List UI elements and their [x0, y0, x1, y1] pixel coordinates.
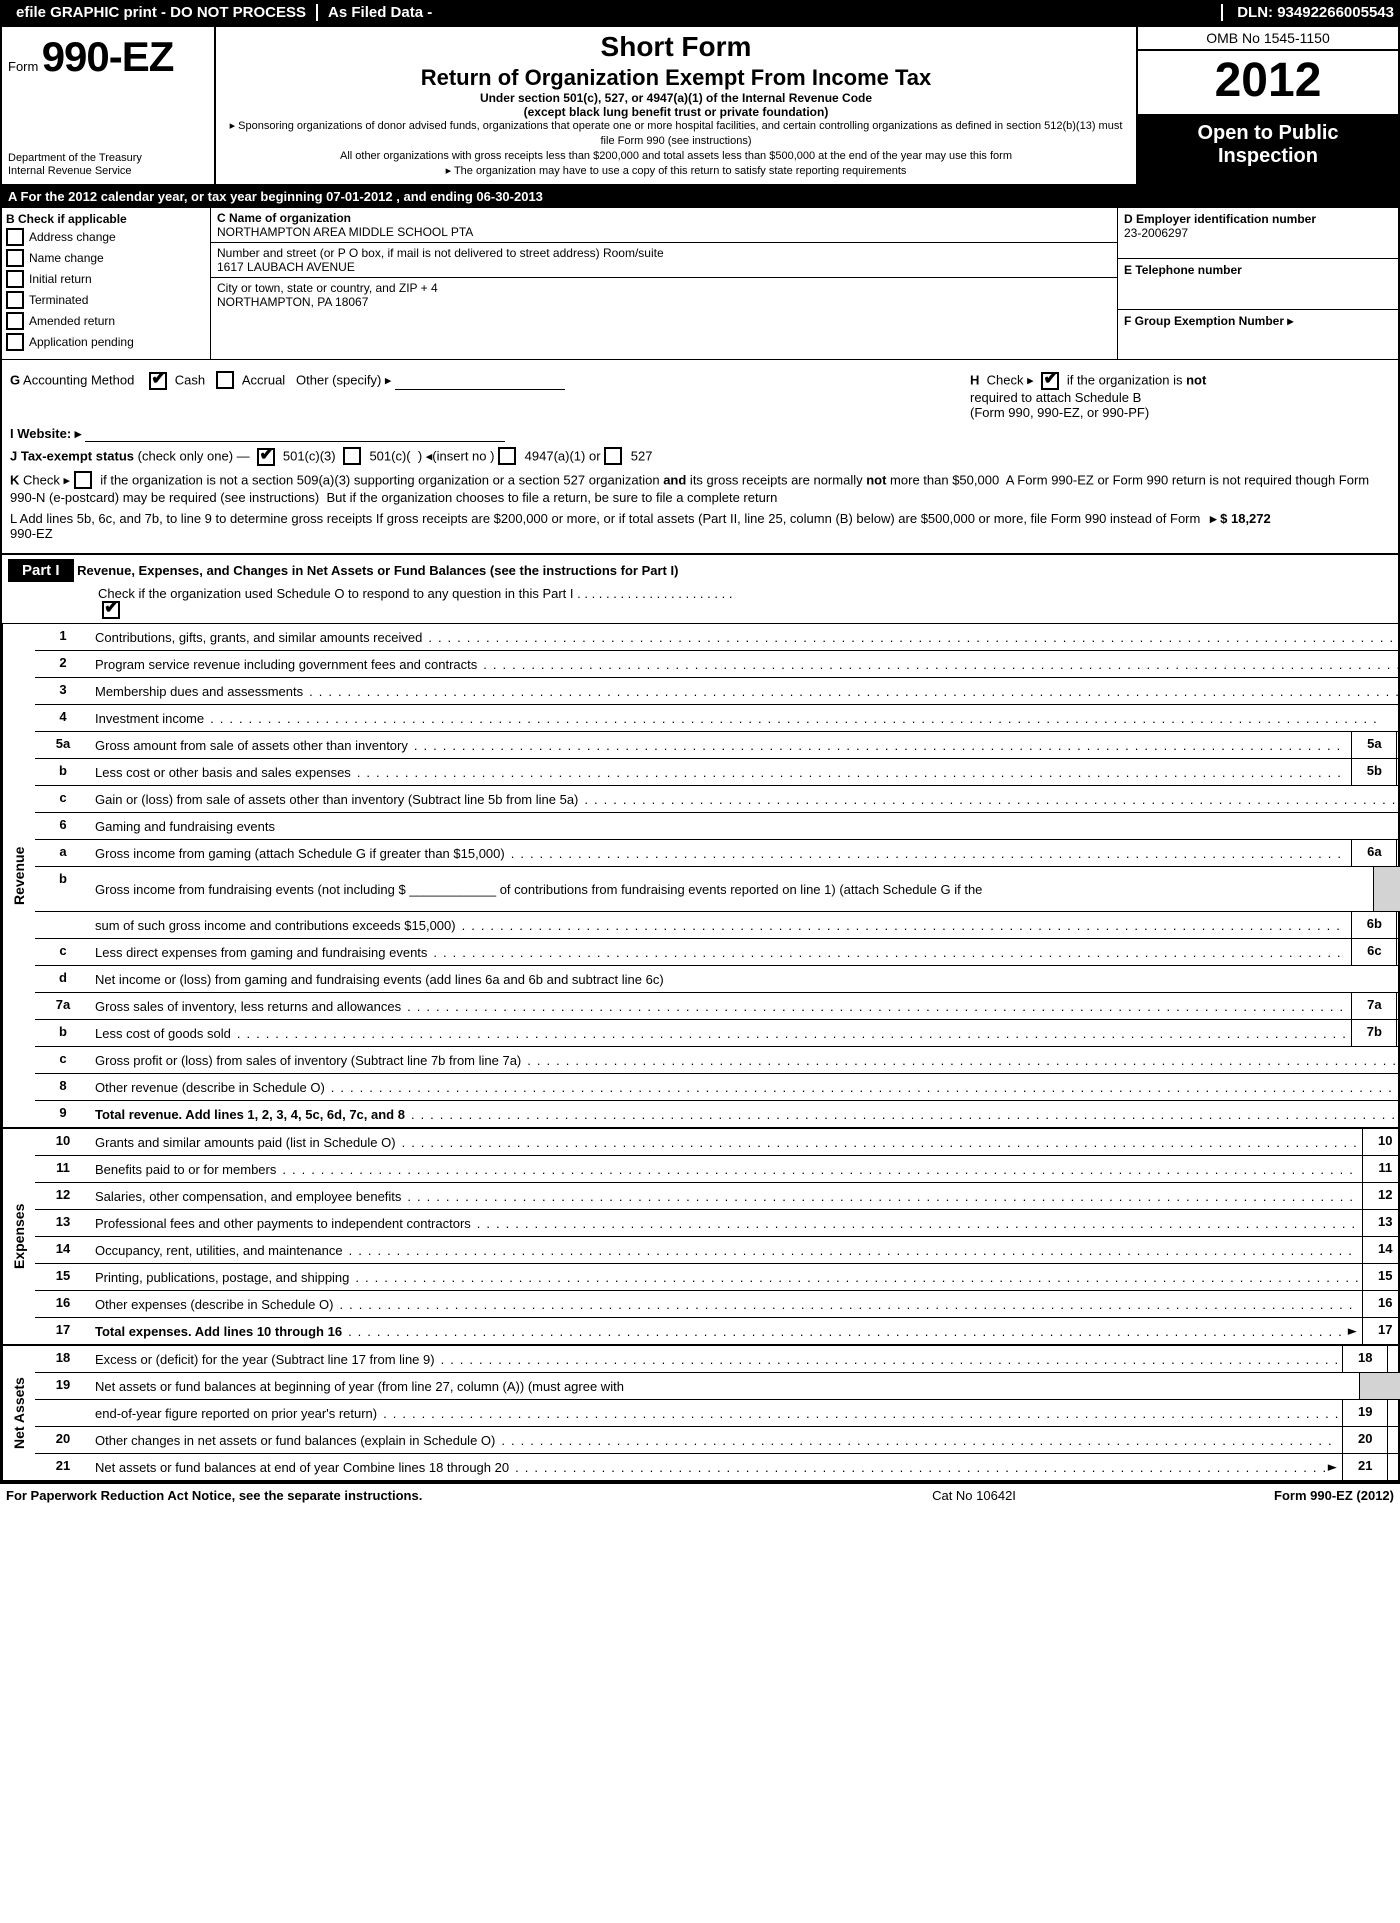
checkbox-h-icon — [1041, 372, 1059, 390]
header-right: OMB No 1545-1150 2012 Open to Public Ins… — [1136, 27, 1398, 184]
checkbox-527-icon — [604, 447, 622, 465]
h-line2: required to attach Schedule B — [970, 390, 1390, 405]
short-form-title: Short Form — [224, 31, 1128, 63]
footer-mid: Cat No 10642I — [794, 1488, 1154, 1503]
form-container: Form 990-EZ Department of the Treasury I… — [0, 25, 1400, 1484]
header-left: Form 990-EZ Department of the Treasury I… — [2, 27, 216, 184]
chk-initial-return[interactable]: Initial return — [6, 271, 206, 289]
arrow-icon — [1326, 1459, 1339, 1475]
checkbox-icon — [6, 312, 24, 330]
box-f: F Group Exemption Number ▸ — [1118, 310, 1398, 360]
checkbox-k-icon — [74, 471, 92, 489]
dln-label: DLN: 93492266005543 — [1223, 4, 1394, 21]
form-prefix: Form — [8, 59, 38, 74]
part1-label: Part I — [8, 559, 74, 582]
header-row: Form 990-EZ Department of the Treasury I… — [2, 27, 1398, 186]
header-note-1: ▸ Sponsoring organizations of donor advi… — [224, 119, 1128, 149]
checkbox-cash-icon — [149, 372, 167, 390]
line18-value: -5,421 — [1387, 1346, 1400, 1372]
tax-year: 2012 — [1138, 51, 1398, 116]
line19-value: 20,864 — [1387, 1400, 1400, 1426]
dept-block: Department of the Treasury Internal Reve… — [8, 152, 208, 178]
checkbox-icon — [6, 228, 24, 246]
box-b: B Check if applicable Address change Nam… — [2, 208, 211, 359]
org-name: NORTHAMPTON AREA MIDDLE SCHOOL PTA — [217, 225, 473, 239]
box-def: D Employer identification number 23-2006… — [1117, 208, 1398, 359]
chk-terminated[interactable]: Terminated — [6, 292, 206, 310]
header-mid: Short Form Return of Organization Exempt… — [216, 27, 1136, 184]
checkbox-501c-icon — [343, 447, 361, 465]
part1-header: Part I Revenue, Expenses, and Changes in… — [2, 555, 1398, 624]
d-label: D Employer identification number — [1124, 212, 1392, 226]
checkbox-4947-icon — [498, 447, 516, 465]
box-d: D Employer identification number 23-2006… — [1118, 208, 1398, 259]
netassets-side-label: Net Assets — [2, 1346, 35, 1480]
header-note-2: All other organizations with gross recei… — [224, 149, 1128, 164]
top-black-bar: efile GRAPHIC print - DO NOT PROCESS As … — [0, 0, 1400, 25]
box-b-title: B Check if applicable — [6, 212, 206, 226]
expenses-section: Expenses 10Grants and similar amounts pa… — [2, 1129, 1398, 1346]
open-to-public: Open to Public Inspection — [1138, 116, 1398, 184]
chk-amended-return[interactable]: Amended return — [6, 313, 206, 331]
dept-line1: Department of the Treasury — [8, 152, 208, 165]
part1-check-text: Check if the organization used Schedule … — [98, 586, 732, 601]
c-label: C Name of organization — [217, 211, 351, 225]
street-label: Number and street (or P O box, if mail i… — [217, 246, 664, 260]
checkbox-icon — [6, 249, 24, 267]
i-label: I Website: ▸ — [10, 426, 81, 441]
checkbox-part1-icon — [102, 601, 120, 619]
checkbox-501c3-icon — [257, 448, 275, 466]
part1-title: Revenue, Expenses, and Changes in Net As… — [77, 563, 678, 578]
other-specify-input[interactable] — [395, 377, 565, 390]
k-text: K Check ▸ if the organization is not a s… — [10, 472, 1390, 505]
footer-right: Form 990-EZ (2012) — [1154, 1488, 1394, 1503]
arrow-icon — [1346, 1323, 1359, 1339]
website-input[interactable] — [85, 429, 505, 442]
block-ghi-jkl: G Accounting Method Cash Accrual Other (… — [2, 360, 1398, 555]
dept-line2: Internal Revenue Service — [8, 165, 208, 178]
expenses-side-label: Expenses — [2, 1129, 35, 1344]
city-label: City or town, state or country, and ZIP … — [217, 281, 438, 295]
line21-value: 15,443 — [1387, 1454, 1400, 1480]
checkbox-icon — [6, 270, 24, 288]
revenue-side-label: Revenue — [2, 624, 35, 1127]
open-line1: Open to Public — [1142, 122, 1394, 145]
box-e: E Telephone number — [1118, 259, 1398, 310]
h-line3: (Form 990, 990-EZ, or 990-PF) — [970, 405, 1390, 420]
revenue-section: Revenue 1Contributions, gifts, grants, a… — [2, 624, 1398, 1129]
e-label: E Telephone number — [1124, 263, 1392, 277]
checkbox-accrual-icon — [216, 371, 234, 389]
city-value: NORTHAMPTON, PA 18067 — [217, 295, 368, 309]
asfiled-label: As Filed Data - — [318, 4, 1223, 21]
netassets-section: Net Assets 18Excess or (deficit) for the… — [2, 1346, 1398, 1482]
f-label: F Group Exemption Number ▸ — [1124, 314, 1392, 328]
subtitle-1: Under section 501(c), 527, or 4947(a)(1)… — [224, 91, 1128, 105]
footer-left: For Paperwork Reduction Act Notice, see … — [6, 1488, 794, 1503]
box-c: C Name of organization NORTHAMPTON AREA … — [211, 208, 1117, 359]
subtitle-2: (except black lung benefit trust or priv… — [224, 105, 1128, 119]
checkbox-icon — [6, 291, 24, 309]
open-line2: Inspection — [1142, 145, 1394, 168]
header-note-3: ▸ The organization may have to use a cop… — [224, 164, 1128, 179]
main-title: Return of Organization Exempt From Incom… — [224, 65, 1128, 91]
efile-label: efile GRAPHIC print - DO NOT PROCESS — [6, 4, 318, 21]
section-bcdef: B Check if applicable Address change Nam… — [2, 208, 1398, 360]
dots-icon — [428, 630, 1400, 645]
l-value: ▸ $ 18,272 — [1210, 511, 1390, 541]
ein-value: 23-2006297 — [1124, 226, 1392, 240]
checkbox-icon — [6, 333, 24, 351]
chk-name-change[interactable]: Name change — [6, 250, 206, 268]
row-a-bar: A For the 2012 calendar year, or tax yea… — [2, 186, 1398, 208]
form-number: 990-EZ — [42, 33, 174, 80]
street-value: 1617 LAUBACH AVENUE — [217, 260, 355, 274]
footer-row: For Paperwork Reduction Act Notice, see … — [0, 1484, 1400, 1515]
chk-application-pending[interactable]: Application pending — [6, 334, 206, 352]
l-text: L Add lines 5b, 6c, and 7b, to line 9 to… — [10, 511, 1210, 541]
chk-address-change[interactable]: Address change — [6, 229, 206, 247]
omb-number: OMB No 1545-1150 — [1138, 27, 1398, 51]
